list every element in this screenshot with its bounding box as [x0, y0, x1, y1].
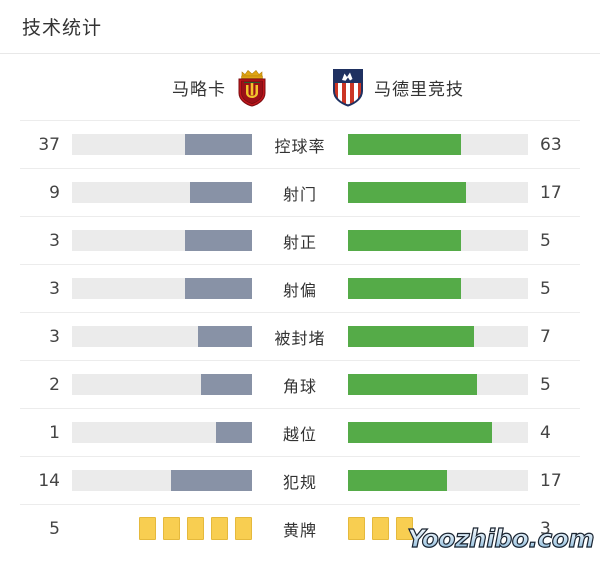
team-home-name: 马略卡 — [172, 79, 226, 100]
stats-list: 37 控球率 63 9 射门 17 3 射正 5 3 射偏 5 3 被封堵 7 2 角球 5 1 越位 4 14 犯规 17 5… — [0, 121, 600, 552]
home-bar-track — [72, 230, 252, 251]
stat-home-value: 3 — [49, 278, 60, 299]
team-home: 马略卡 — [0, 67, 315, 107]
page-title-text: 技术统计 — [22, 17, 103, 39]
stat-away-value: 63 — [540, 134, 562, 155]
stat-label: 越位 — [282, 424, 317, 444]
stat-away-value: 3 — [540, 518, 551, 539]
stat-row: 14 犯规 17 — [0, 457, 600, 504]
stat-away-value: 7 — [540, 326, 551, 347]
yellow-card-icon — [348, 517, 365, 540]
away-yellow-cards — [348, 517, 528, 541]
yellow-card-icon — [235, 517, 252, 540]
team-away-name: 马德里竞技 — [374, 79, 464, 100]
stat-row: 1 越位 4 — [0, 409, 600, 456]
stat-row: 2 角球 5 — [0, 361, 600, 408]
stat-row: 3 射偏 5 — [0, 265, 600, 312]
stat-row: 5 黄牌 3 — [0, 505, 600, 552]
away-bar-track — [348, 182, 528, 203]
stat-away-value: 4 — [540, 422, 551, 443]
away-bar-track — [348, 422, 528, 443]
row-divider — [20, 408, 580, 409]
away-bar-track — [348, 134, 528, 155]
away-bar-track — [348, 470, 528, 491]
stat-label: 控球率 — [274, 136, 326, 156]
stat-label: 犯规 — [282, 472, 317, 492]
stat-home-value: 5 — [49, 518, 60, 539]
stat-away-value: 17 — [540, 182, 562, 203]
home-bar-track — [72, 326, 252, 347]
stat-home-value: 1 — [49, 422, 60, 443]
stat-away-value: 5 — [540, 230, 551, 251]
away-bar-track — [348, 230, 528, 251]
stat-label: 被封堵 — [274, 328, 326, 348]
yellow-card-icon — [139, 517, 156, 540]
stat-home-value: 9 — [49, 182, 60, 203]
yellow-card-icon — [187, 517, 204, 540]
home-bar-track — [72, 134, 252, 155]
row-divider — [20, 456, 580, 457]
yellow-card-icon — [163, 517, 180, 540]
stat-row: 3 被封堵 7 — [0, 313, 600, 360]
teams-header: 马略卡 — [0, 54, 600, 120]
mallorca-crest-icon — [238, 70, 266, 107]
stat-home-value: 2 — [49, 374, 60, 395]
yellow-card-icon — [372, 517, 389, 540]
title-divider — [0, 53, 600, 54]
away-bar-fill — [348, 422, 492, 443]
home-bar-track — [72, 422, 252, 443]
teams-divider — [20, 120, 580, 121]
home-bar-track — [72, 374, 252, 395]
away-bar-track — [348, 374, 528, 395]
row-divider — [20, 504, 580, 505]
row-divider — [20, 264, 580, 265]
home-bar-track — [72, 470, 252, 491]
team-away: 马德里竞技 — [315, 67, 600, 107]
home-bar-fill — [216, 422, 252, 443]
away-bar-fill — [348, 230, 461, 251]
stat-away-value: 5 — [540, 278, 551, 299]
stat-label: 角球 — [282, 376, 317, 396]
away-bar-fill — [348, 278, 461, 299]
home-bar-fill — [184, 230, 252, 251]
home-bar-fill — [200, 374, 252, 395]
away-bar-fill — [348, 374, 477, 395]
home-bar-fill — [185, 134, 252, 155]
yellow-card-icon — [396, 517, 413, 540]
stat-away-value: 5 — [540, 374, 551, 395]
stat-row: 9 射门 17 — [0, 169, 600, 216]
home-bar-fill — [198, 326, 252, 347]
home-bar-fill — [170, 470, 252, 491]
row-divider — [20, 360, 580, 361]
home-bar-fill — [184, 278, 252, 299]
home-bar-track — [72, 278, 252, 299]
stat-label: 黄牌 — [282, 520, 317, 540]
row-divider — [20, 168, 580, 169]
stat-row: 37 控球率 63 — [0, 121, 600, 168]
home-yellow-cards — [72, 517, 252, 541]
away-bar-track — [348, 278, 528, 299]
away-bar-fill — [348, 326, 474, 347]
away-bar-fill — [348, 182, 466, 203]
stat-away-value: 17 — [540, 470, 562, 491]
stat-home-value: 14 — [38, 470, 60, 491]
away-bar-track — [348, 326, 528, 347]
stat-row: 3 射正 5 — [0, 217, 600, 264]
stat-home-value: 3 — [49, 326, 60, 347]
page-title: 技术统计 — [0, 0, 600, 53]
stat-label: 射门 — [282, 184, 317, 204]
yellow-card-icon — [211, 517, 228, 540]
row-divider — [20, 216, 580, 217]
atletico-madrid-crest-icon — [333, 69, 363, 107]
row-divider — [20, 312, 580, 313]
stat-label: 射偏 — [282, 280, 317, 300]
home-bar-track — [72, 182, 252, 203]
away-bar-fill — [348, 134, 462, 155]
away-bar-fill — [348, 470, 447, 491]
stat-home-value: 3 — [49, 230, 60, 251]
stat-home-value: 37 — [38, 134, 60, 155]
stat-label: 射正 — [282, 232, 317, 252]
home-bar-fill — [189, 182, 252, 203]
